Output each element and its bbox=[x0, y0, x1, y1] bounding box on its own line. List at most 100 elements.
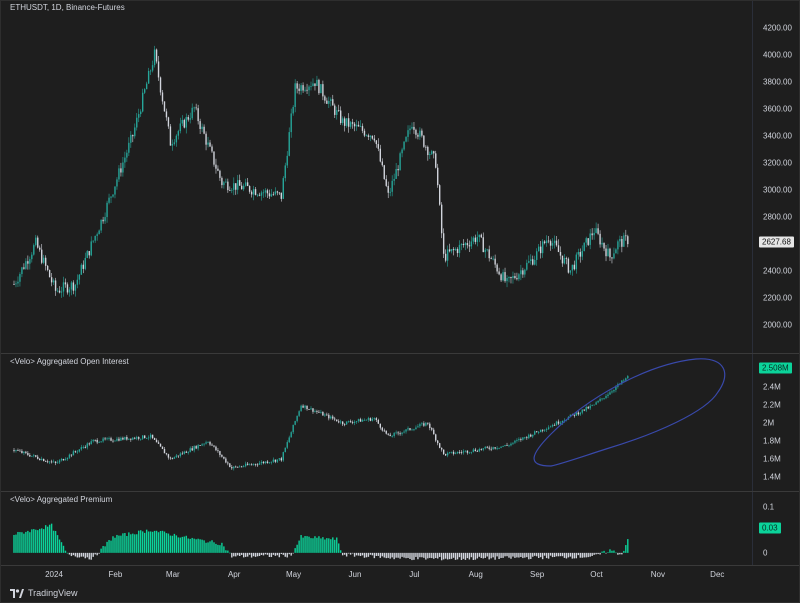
candle-body bbox=[575, 412, 578, 416]
candle-body bbox=[110, 196, 112, 198]
candle-body bbox=[58, 290, 61, 293]
candle-body bbox=[90, 241, 92, 256]
candle-body bbox=[86, 443, 88, 448]
candle-body bbox=[506, 278, 508, 282]
premium-bar bbox=[395, 552, 397, 558]
candle-body bbox=[599, 233, 601, 245]
premium-bar bbox=[122, 533, 124, 553]
candle-body bbox=[595, 228, 597, 233]
oi-pane[interactable]: <Velo> Aggregated Open Interest bbox=[6, 354, 752, 491]
candle-body bbox=[153, 438, 156, 440]
brand-name: TradingView bbox=[28, 588, 78, 598]
premium-bar bbox=[19, 532, 21, 553]
candle-body bbox=[534, 259, 536, 265]
price-pane[interactable]: ETHUSDT, 1D, Binance-Futures bbox=[6, 0, 752, 353]
premium-bar bbox=[496, 552, 498, 557]
candle-body bbox=[175, 135, 178, 143]
axis-tick-label: 1.8M bbox=[763, 436, 781, 446]
candle-body bbox=[318, 79, 320, 94]
candle-body bbox=[13, 450, 15, 451]
premium-bar bbox=[31, 529, 33, 553]
premium-bar bbox=[322, 537, 324, 553]
price-axis[interactable]: 4200.00 4000.00 3800.00 3600.00 3400.00 3200.… bbox=[752, 0, 800, 353]
candle-body bbox=[389, 191, 391, 193]
candle-body bbox=[241, 185, 243, 190]
premium-bar bbox=[530, 552, 532, 559]
axis-tick-label: 1.4M bbox=[763, 472, 781, 482]
candle-body bbox=[460, 243, 463, 245]
candle-body bbox=[181, 119, 183, 124]
premium-bar bbox=[15, 534, 17, 553]
premium-bar bbox=[345, 552, 348, 557]
candle-body bbox=[205, 442, 207, 444]
candle-body bbox=[80, 264, 83, 275]
candle-body bbox=[575, 254, 578, 270]
candle-body bbox=[569, 270, 572, 273]
candle-body bbox=[306, 405, 308, 410]
candle-body bbox=[379, 423, 381, 428]
candle-body bbox=[615, 386, 617, 391]
candle-body bbox=[177, 455, 180, 457]
axis-tick-label: 0.1 bbox=[763, 502, 775, 512]
candle-body bbox=[318, 411, 320, 413]
time-tick-label: May bbox=[286, 570, 302, 579]
candle-body bbox=[395, 432, 397, 434]
time-axis[interactable]: 2024 Feb Mar Apr May Jun Jul Aug Sep Oct Nov Dec bbox=[0, 565, 800, 584]
candle-body bbox=[239, 466, 241, 468]
candle-body bbox=[128, 438, 130, 440]
candle-body bbox=[609, 248, 611, 258]
candle-body bbox=[161, 92, 164, 102]
candle-body bbox=[415, 129, 417, 135]
premium-bar bbox=[448, 552, 451, 560]
premium-bar bbox=[114, 537, 116, 553]
candle-body bbox=[452, 451, 455, 454]
candle-body bbox=[84, 257, 86, 269]
candle-body bbox=[286, 155, 288, 166]
premium-bar bbox=[409, 552, 411, 560]
premium-bar bbox=[242, 552, 245, 558]
candle-body bbox=[446, 452, 449, 456]
candle-body bbox=[270, 461, 273, 463]
candle-body bbox=[92, 240, 94, 242]
candle-body bbox=[421, 423, 423, 425]
candle-body bbox=[557, 421, 560, 424]
candle-body bbox=[359, 419, 362, 422]
candle-body bbox=[611, 257, 613, 259]
candle-body bbox=[288, 132, 290, 156]
premium-bar bbox=[514, 552, 516, 558]
premium-bar bbox=[130, 534, 132, 553]
candle-body bbox=[583, 242, 585, 252]
premium-bar bbox=[50, 523, 53, 553]
candle-body bbox=[367, 135, 370, 138]
candle-body bbox=[341, 118, 344, 124]
candle-body bbox=[147, 71, 150, 84]
tradingview-logo[interactable]: TradingView bbox=[10, 588, 78, 598]
candle-body bbox=[94, 235, 96, 241]
pane-separator[interactable] bbox=[0, 353, 800, 354]
premium-pane[interactable]: <Velo> Aggregated Premium bbox=[6, 492, 752, 565]
premium-axis[interactable]: 0.1 0 0.03 bbox=[752, 492, 800, 565]
premium-bar bbox=[601, 551, 603, 553]
candle-body bbox=[514, 276, 516, 279]
candle-body bbox=[571, 264, 574, 271]
candle-body bbox=[421, 130, 423, 136]
premium-bar bbox=[90, 552, 92, 560]
annotation-ellipse bbox=[533, 358, 726, 467]
candle-body bbox=[353, 123, 356, 127]
candle-body bbox=[613, 253, 615, 259]
premium-pane-title: <Velo> Aggregated Premium bbox=[10, 495, 113, 504]
candle-body bbox=[256, 464, 259, 466]
axis-tick-label: 1.6M bbox=[763, 454, 781, 464]
premium-bar bbox=[397, 552, 399, 558]
candle-body bbox=[450, 451, 453, 453]
premium-bar bbox=[225, 550, 227, 553]
candle-body bbox=[407, 428, 409, 430]
premium-bar bbox=[106, 541, 108, 553]
candle-body bbox=[149, 70, 152, 72]
pane-separator[interactable] bbox=[0, 491, 800, 492]
candle-body bbox=[345, 421, 348, 425]
premium-bar bbox=[76, 552, 79, 558]
time-tick-label: Feb bbox=[108, 570, 123, 579]
candle-body bbox=[579, 412, 581, 415]
